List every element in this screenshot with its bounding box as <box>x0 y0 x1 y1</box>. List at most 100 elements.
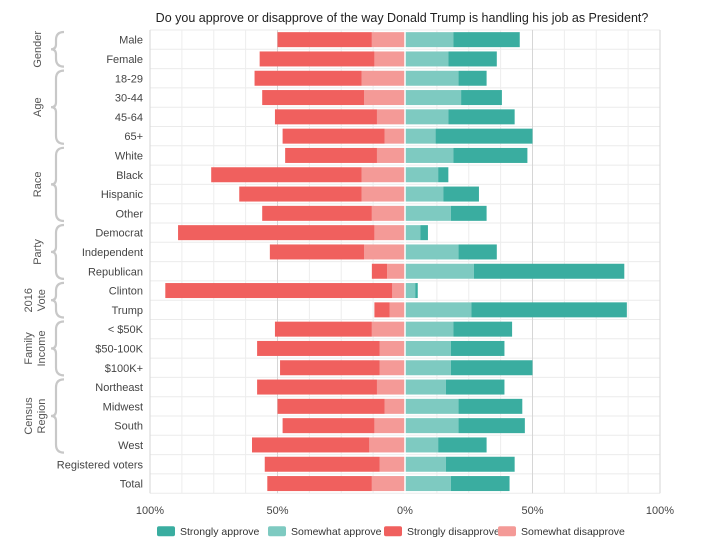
category-label: Clinton <box>109 286 143 298</box>
bar-strongly-disapprove <box>257 379 377 395</box>
category-label: 45-64 <box>115 112 143 124</box>
bar-somewhat-disapprove <box>364 244 405 260</box>
bar-somewhat-approve <box>405 418 459 434</box>
bar-somewhat-approve <box>405 360 451 376</box>
x-tick-label: 50% <box>266 505 288 517</box>
legend-swatch <box>157 526 175 537</box>
group-label: Income <box>36 330 48 366</box>
bar-strongly-approve <box>458 244 497 260</box>
bar-strongly-disapprove <box>254 70 362 86</box>
bar-somewhat-approve <box>405 379 446 395</box>
bar-somewhat-approve <box>405 263 474 279</box>
category-label: Male <box>119 35 143 47</box>
bar-row <box>262 90 502 106</box>
bar-row <box>274 109 515 125</box>
bar-somewhat-disapprove <box>376 109 405 125</box>
bar-row <box>252 437 487 453</box>
bar-strongly-disapprove <box>267 476 372 492</box>
bar-somewhat-approve <box>405 167 439 183</box>
bar-somewhat-disapprove <box>371 476 405 492</box>
bar-somewhat-approve <box>405 147 454 163</box>
bar-row <box>262 205 487 221</box>
bar-row <box>280 360 533 376</box>
category-label: Total <box>120 479 143 491</box>
bar-somewhat-approve <box>405 398 459 414</box>
group-label: Gender <box>32 31 44 68</box>
group-bracket <box>50 30 65 68</box>
bar-row <box>274 321 513 337</box>
bar-row <box>374 302 627 318</box>
bar-strongly-disapprove <box>239 186 362 202</box>
legend: Strongly approve Somewhat approve Strongly… <box>157 526 625 538</box>
chart-title: Do you approve or disapprove of the way … <box>156 11 649 25</box>
bar-somewhat-approve <box>405 32 454 48</box>
bar-row <box>259 51 497 67</box>
bar-row <box>211 167 449 183</box>
bar-somewhat-disapprove <box>371 32 405 48</box>
group-label: Race <box>32 172 44 198</box>
bar-row <box>165 283 418 299</box>
x-tick-label: 100% <box>646 505 674 517</box>
bar-strongly-disapprove <box>165 283 393 299</box>
bar-strongly-disapprove <box>277 398 385 414</box>
bar-strongly-approve <box>445 456 515 472</box>
legend-label: Strongly disapprove <box>407 526 500 538</box>
bar-row <box>371 263 625 279</box>
category-label: West <box>118 440 143 452</box>
bar-somewhat-disapprove <box>374 418 405 434</box>
bar-somewhat-approve <box>405 283 416 299</box>
bar-row <box>285 147 528 163</box>
bar-strongly-approve <box>450 205 487 221</box>
group-label: Age <box>32 97 44 117</box>
bar-somewhat-approve <box>405 205 451 221</box>
legend-label: Somewhat disapprove <box>521 526 625 538</box>
bar-strongly-approve <box>471 302 627 318</box>
bar-strongly-disapprove <box>374 302 390 318</box>
bar-strongly-disapprove <box>282 418 375 434</box>
bar-row <box>269 244 497 260</box>
bar-strongly-disapprove <box>259 51 375 67</box>
x-tick-label: 50% <box>521 505 543 517</box>
group-labels: Gender Age Race Party 2016 Vote Family Income Ce… <box>23 30 65 454</box>
bar-strongly-disapprove <box>282 128 385 144</box>
bar-somewhat-approve <box>405 51 449 67</box>
bar-somewhat-approve <box>405 186 444 202</box>
bar-somewhat-disapprove <box>371 205 405 221</box>
legend-item: Strongly approve <box>157 526 260 538</box>
group-label: Family <box>23 332 35 365</box>
bar-somewhat-disapprove <box>389 302 405 318</box>
bar-strongly-approve <box>473 263 625 279</box>
category-label: Registered voters <box>57 459 144 471</box>
category-labels: Male Female 18-29 30-44 45-64 65+ White Black Hi… <box>57 35 144 491</box>
bar-strongly-approve <box>438 437 487 453</box>
bar-somewhat-disapprove <box>376 147 405 163</box>
category-label: White <box>115 150 143 162</box>
group-label: Vote <box>36 289 48 311</box>
x-tick-label: 0% <box>397 505 413 517</box>
category-label: 30-44 <box>115 93 143 105</box>
bar-strongly-disapprove <box>277 32 372 48</box>
x-tick-label: 100% <box>136 505 164 517</box>
bar-somewhat-disapprove <box>374 51 405 67</box>
bar-somewhat-approve <box>405 437 439 453</box>
bar-strongly-approve <box>420 225 428 241</box>
bar-strongly-approve <box>448 51 497 67</box>
bar-somewhat-approve <box>405 128 436 144</box>
category-label: 18-29 <box>115 73 143 85</box>
bars <box>165 30 627 494</box>
bar-strongly-approve <box>450 476 510 492</box>
legend-item: Somewhat disapprove <box>498 526 625 538</box>
bar-row <box>277 398 523 414</box>
bar-row <box>282 418 525 434</box>
bar-strongly-disapprove <box>178 225 375 241</box>
bar-strongly-disapprove <box>274 109 377 125</box>
bar-somewhat-approve <box>405 340 451 356</box>
bar-somewhat-disapprove <box>379 340 405 356</box>
bar-strongly-approve <box>453 32 520 48</box>
bar-somewhat-disapprove <box>361 186 405 202</box>
bar-somewhat-approve <box>405 225 421 241</box>
group-label: Party <box>32 239 44 265</box>
bar-strongly-approve <box>445 379 505 395</box>
bar-somewhat-disapprove <box>379 360 405 376</box>
